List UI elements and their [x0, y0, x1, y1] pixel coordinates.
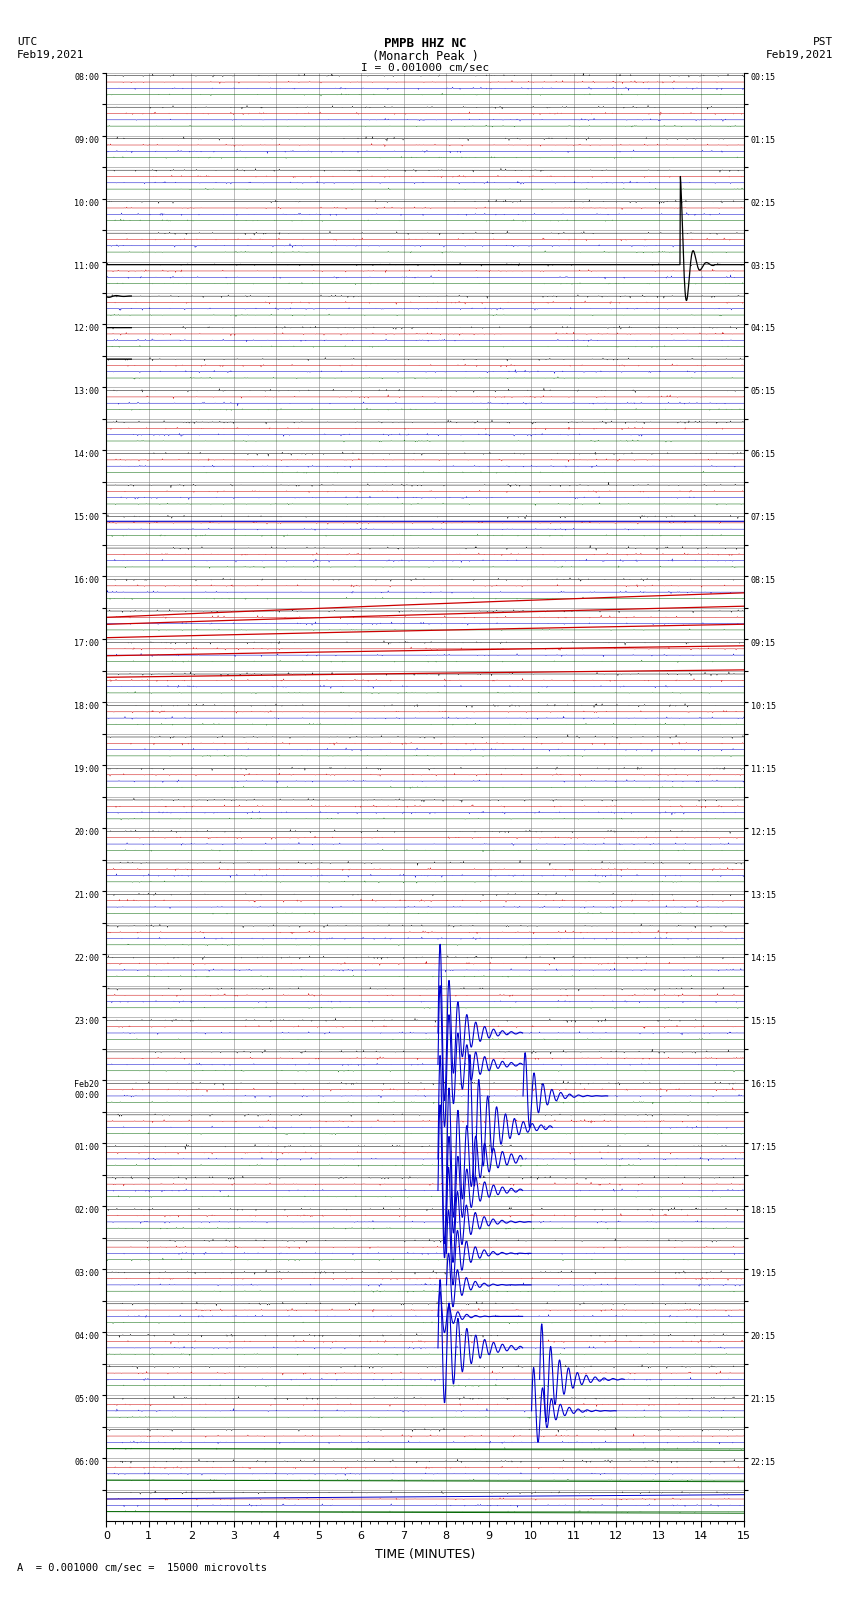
Text: PMPB HHZ NC: PMPB HHZ NC: [383, 37, 467, 50]
Text: (Monarch Peak ): (Monarch Peak ): [371, 50, 479, 63]
X-axis label: TIME (MINUTES): TIME (MINUTES): [375, 1548, 475, 1561]
Text: Feb19,2021: Feb19,2021: [17, 50, 84, 60]
Text: I = 0.001000 cm/sec: I = 0.001000 cm/sec: [361, 63, 489, 73]
Text: A  = 0.001000 cm/sec =  15000 microvolts: A = 0.001000 cm/sec = 15000 microvolts: [17, 1563, 267, 1573]
Text: Feb19,2021: Feb19,2021: [766, 50, 833, 60]
Text: UTC: UTC: [17, 37, 37, 47]
Text: PST: PST: [813, 37, 833, 47]
